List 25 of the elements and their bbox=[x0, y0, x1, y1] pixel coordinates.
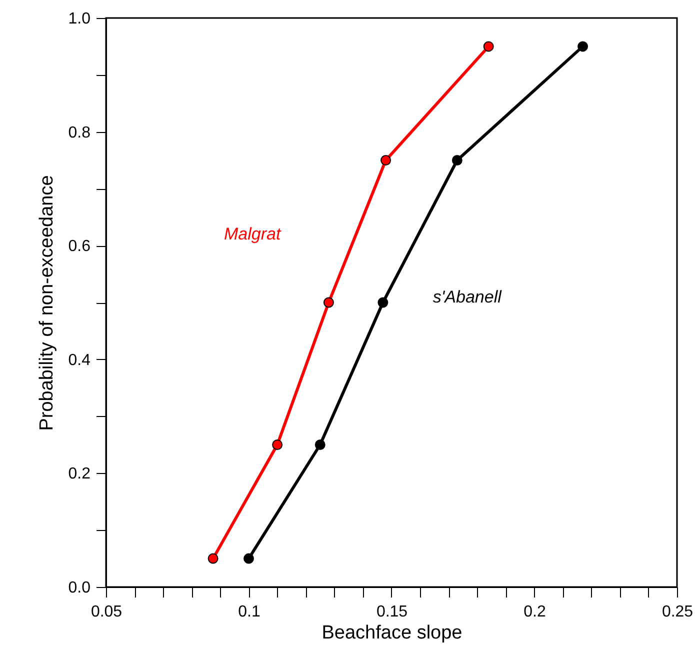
point bbox=[452, 155, 462, 166]
text: Malgrat bbox=[224, 224, 282, 244]
x-tick-label: 0.1 bbox=[238, 604, 260, 620]
point bbox=[244, 553, 254, 564]
point bbox=[378, 297, 388, 308]
point bbox=[578, 41, 588, 52]
y-tick-label: 1.0 bbox=[68, 10, 91, 28]
point bbox=[483, 41, 494, 52]
y-tick-label: 0.0 bbox=[68, 580, 91, 596]
point bbox=[314, 440, 326, 450]
y-axis-title: Probability of non-exceedance bbox=[36, 175, 58, 431]
x-tick-label: 0.2 bbox=[524, 604, 546, 620]
point bbox=[380, 155, 392, 166]
x-axis-title: Beachface slope bbox=[322, 622, 462, 644]
point bbox=[208, 553, 218, 564]
y-tick-label: 0.8 bbox=[68, 124, 91, 142]
x-tick-label: 0.05 bbox=[90, 604, 122, 620]
y-tick-label: 0.2 bbox=[68, 466, 91, 483]
x-tick-label: 0.15 bbox=[376, 604, 408, 620]
text: s'Abanell bbox=[432, 288, 503, 306]
y-tick-label: 0.4 bbox=[68, 352, 91, 369]
point bbox=[323, 297, 334, 308]
x-tick-label: 0.25 bbox=[662, 604, 694, 620]
point bbox=[272, 440, 283, 450]
y-tick-label: 0.6 bbox=[68, 238, 91, 256]
